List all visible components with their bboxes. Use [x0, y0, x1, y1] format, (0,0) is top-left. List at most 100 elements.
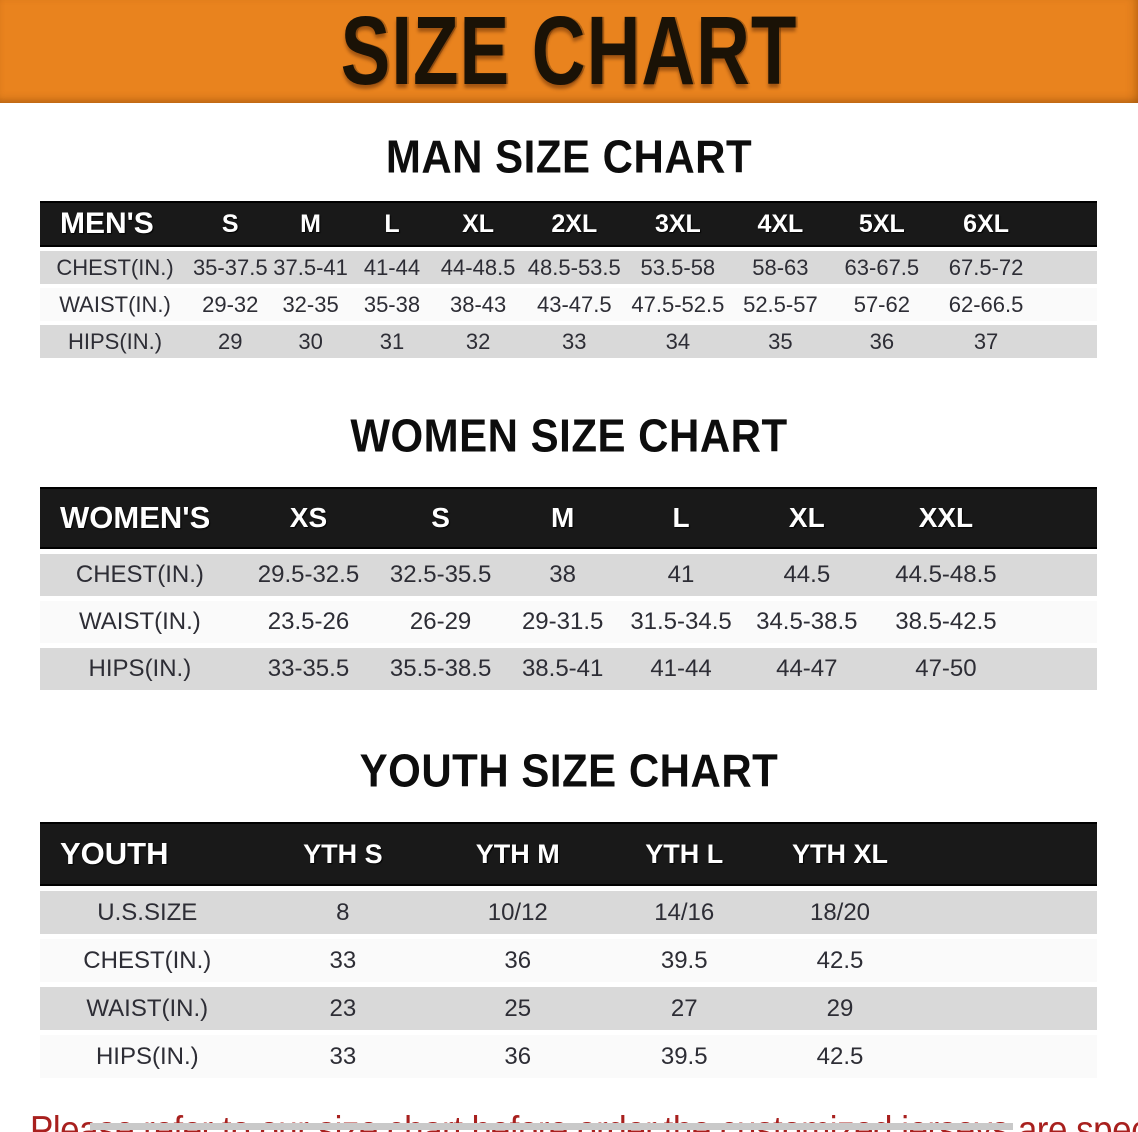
youth-size-table: YOUTH YTH S YTH M YTH L YTH XL U.S.SIZE 8 10/12…	[40, 817, 1097, 1083]
cell-value: 44.5	[740, 554, 873, 596]
cell-value: 44-48.5	[433, 251, 524, 284]
cell-value: 29	[764, 987, 1097, 1030]
row-label: HIPS(IN.)	[40, 1035, 255, 1078]
cell-value: 41-44	[350, 251, 434, 284]
cell-value: 34.5-38.5	[740, 601, 873, 643]
banner-title: SIZE CHART	[340, 0, 798, 106]
cell-value: 33	[523, 325, 626, 358]
cell-value: 14/16	[604, 891, 765, 934]
cell-value: 35-38	[350, 288, 434, 321]
cell-value: 48.5-53.5	[523, 251, 626, 284]
cell-value: 34	[625, 325, 731, 358]
column-header: YTH M	[431, 822, 605, 886]
row-label: CHEST(IN.)	[40, 554, 240, 596]
cell-value: 27	[604, 987, 765, 1030]
row-label: CHEST(IN.)	[40, 251, 191, 284]
cell-value: 47.5-52.5	[625, 288, 731, 321]
table-row: CHEST(IN.) 35-37.5 37.5-41 41-44 44-48.5 48.5…	[40, 251, 1097, 284]
column-header: L	[621, 487, 741, 549]
column-header: S	[190, 201, 271, 247]
column-header: M	[270, 201, 351, 247]
table-row: U.S.SIZE 8 10/12 14/16 18/20	[40, 891, 1097, 934]
cell-value: 39.5	[604, 1035, 765, 1078]
cell-value: 31	[350, 325, 434, 358]
column-header: YTH XL	[764, 822, 1097, 886]
table-corner-label: MEN'S	[40, 201, 191, 247]
column-header: YTH L	[604, 822, 765, 886]
men-size-table: MEN'S S M L XL 2XL 3XL 4XL 5XL 6XL CHEST(IN.) 35-37…	[40, 197, 1097, 362]
cell-value: 63-67.5	[830, 251, 934, 284]
cell-value: 32.5-35.5	[377, 554, 504, 596]
column-header: L	[350, 201, 434, 247]
cell-value: 44-47	[740, 648, 873, 690]
row-label: WAIST(IN.)	[40, 288, 191, 321]
cell-value: 38	[504, 554, 622, 596]
cell-value: 37	[933, 325, 1097, 358]
cell-value: 36	[431, 1035, 605, 1078]
cell-value: 35	[730, 325, 831, 358]
cell-value: 33-35.5	[239, 648, 378, 690]
section-men: MAN SIZE CHART MEN'S S M L XL 2XL 3XL 4XL 5XL 6XL C…	[0, 130, 1138, 362]
cell-value: 29-32	[190, 288, 271, 321]
table-row: HIPS(IN.) 33-35.5 35.5-38.5 38.5-41 41-44 44-…	[40, 648, 1097, 690]
cell-value: 30	[270, 325, 351, 358]
header-row: MEN'S S M L XL 2XL 3XL 4XL 5XL 6XL	[40, 201, 1097, 247]
table-row: CHEST(IN.) 29.5-32.5 32.5-35.5 38 41 44.5 44.5…	[40, 554, 1097, 596]
cell-value: 32-35	[270, 288, 351, 321]
cell-value: 57-62	[830, 288, 934, 321]
row-label: HIPS(IN.)	[40, 648, 240, 690]
cell-value: 52.5-57	[730, 288, 831, 321]
cell-value: 38.5-42.5	[872, 601, 1097, 643]
row-label: U.S.SIZE	[40, 891, 255, 934]
size-chart-sections: MAN SIZE CHART MEN'S S M L XL 2XL 3XL 4XL 5XL 6XL C…	[0, 130, 1138, 1083]
cell-value: 26-29	[377, 601, 504, 643]
cell-value: 33	[254, 1035, 432, 1078]
table-corner-label: WOMEN'S	[40, 487, 240, 549]
cell-value: 18/20	[764, 891, 1097, 934]
row-label: CHEST(IN.)	[40, 939, 255, 982]
table-corner-label: YOUTH	[40, 822, 255, 886]
cell-value: 10/12	[431, 891, 605, 934]
cell-value: 42.5	[764, 1035, 1097, 1078]
cell-value: 29.5-32.5	[239, 554, 378, 596]
row-label: WAIST(IN.)	[40, 987, 255, 1030]
table-row: CHEST(IN.) 33 36 39.5 42.5	[40, 939, 1097, 982]
cell-value: 35.5-38.5	[377, 648, 504, 690]
cell-value: 67.5-72	[933, 251, 1097, 284]
cell-value: 38-43	[433, 288, 524, 321]
table-row: HIPS(IN.) 29 30 31 32 33 34 35 36 37	[40, 325, 1097, 358]
cell-value: 62-66.5	[933, 288, 1097, 321]
bottom-strip	[90, 1123, 1013, 1130]
section-women: WOMEN SIZE CHART WOMEN'S XS S M L XL XXL CHEST(I…	[0, 409, 1138, 695]
column-header: YTH S	[254, 822, 432, 886]
section-heading: YOUTH SIZE CHART	[359, 744, 779, 797]
cell-value: 32	[433, 325, 524, 358]
cell-value: 41-44	[621, 648, 741, 690]
cell-value: 44.5-48.5	[872, 554, 1097, 596]
column-header: 2XL	[523, 201, 626, 247]
cell-value: 29	[190, 325, 271, 358]
column-header: XS	[239, 487, 378, 549]
cell-value: 43-47.5	[523, 288, 626, 321]
section-youth: YOUTH SIZE CHART YOUTH YTH S YTH M YTH L YTH …	[0, 744, 1138, 1083]
cell-value: 25	[431, 987, 605, 1030]
cell-value: 53.5-58	[625, 251, 731, 284]
cell-value: 39.5	[604, 939, 765, 982]
cell-value: 58-63	[730, 251, 831, 284]
column-header: XL	[433, 201, 524, 247]
row-label: HIPS(IN.)	[40, 325, 191, 358]
cell-value: 23.5-26	[239, 601, 378, 643]
cell-value: 35-37.5	[190, 251, 271, 284]
women-size-table: WOMEN'S XS S M L XL XXL CHEST(IN.) 29.5-32.5 32.5…	[40, 482, 1097, 695]
cell-value: 23	[254, 987, 432, 1030]
header-row: WOMEN'S XS S M L XL XXL	[40, 487, 1097, 549]
column-header: 4XL	[730, 201, 831, 247]
cell-value: 29-31.5	[504, 601, 622, 643]
cell-value: 38.5-41	[504, 648, 622, 690]
cell-value: 42.5	[764, 939, 1097, 982]
cell-value: 47-50	[872, 648, 1097, 690]
section-heading: WOMEN SIZE CHART	[350, 409, 788, 462]
section-heading: MAN SIZE CHART	[385, 130, 753, 183]
row-label: WAIST(IN.)	[40, 601, 240, 643]
column-header: 6XL	[933, 201, 1097, 247]
